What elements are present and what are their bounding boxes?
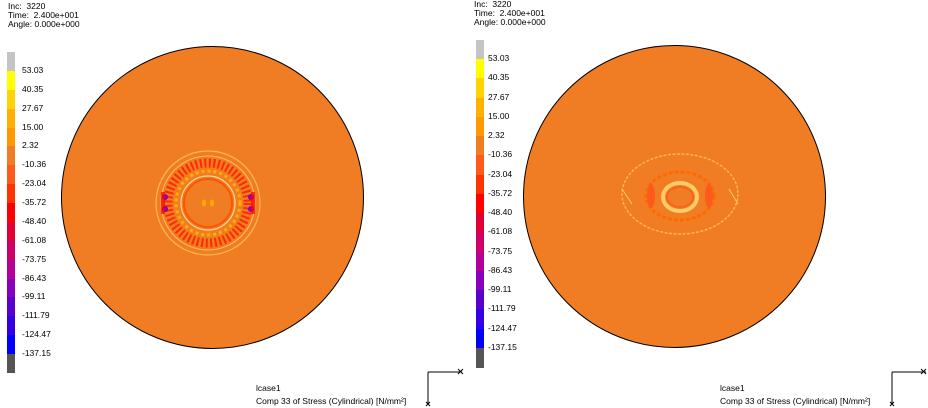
scale-band: [7, 127, 15, 147]
scale-value-label: -99.11: [22, 291, 46, 302]
load-case-label: lcase1: [720, 383, 745, 393]
scale-value-label: -23.04: [488, 168, 513, 179]
result-component-label: Comp 33 of Stress (Cylindrical) [N/mm²]: [256, 396, 407, 406]
scale-value-label: 2.32: [488, 130, 505, 141]
scale-value-label: -10.36: [488, 149, 513, 160]
scale-band: [7, 89, 15, 109]
scale-band: [476, 213, 484, 234]
increment-label: Inc: 3220: [474, 0, 512, 9]
contour-plot-right: [523, 45, 826, 348]
scale-value-label: 15.00: [488, 110, 510, 121]
scale-value-label: -86.43: [22, 272, 47, 283]
scale-band: [7, 354, 15, 374]
result-component-label: Comp 33 of Stress (Cylindrical) [N/mm²]: [720, 396, 871, 406]
scale-band: [476, 155, 484, 176]
scale-band: [476, 174, 484, 195]
scale-value-label: 40.35: [22, 83, 44, 94]
coordinate-axes-icon: [889, 368, 927, 407]
scale-value-label: 27.67: [488, 91, 510, 102]
scale-band: [476, 328, 484, 349]
scale-band: [476, 309, 484, 330]
scale-band: [476, 97, 484, 118]
scale-value-label: 15.00: [22, 121, 44, 132]
scale-band: [7, 240, 15, 260]
scale-band: [476, 78, 484, 99]
scale-value-label: 53.03: [488, 53, 510, 64]
color-scale-bar: [7, 52, 15, 374]
scale-band: [7, 297, 15, 317]
scale-band: [7, 221, 15, 241]
color-scale-bar: [476, 40, 484, 368]
scale-value-label: 27.67: [22, 102, 44, 113]
scale-band: [7, 70, 15, 90]
scale-band: [7, 52, 15, 71]
scale-band: [476, 232, 484, 253]
stress-concentration-right: [621, 153, 739, 235]
scale-band: [476, 347, 484, 368]
scale-band: [7, 316, 15, 336]
load-case-label: lcase1: [256, 383, 281, 393]
scale-band: [7, 203, 15, 223]
stress-concentration-left: [155, 150, 261, 256]
scale-band: [7, 335, 15, 355]
scale-value-label: -10.36: [22, 159, 47, 170]
viewport-left[interactable]: Inc: 3220 Time: 2.400e+001 Angle: 0.000e…: [0, 0, 464, 408]
scale-value-label: -111.79: [22, 310, 50, 321]
scale-value-label: -35.72: [488, 187, 513, 198]
scale-value-label: -61.08: [488, 226, 513, 237]
scale-band: [7, 278, 15, 298]
scale-band: [476, 116, 484, 137]
scale-value-label: -48.40: [488, 207, 513, 218]
scale-value-label: -73.75: [488, 245, 513, 256]
scale-band: [476, 270, 484, 291]
time-label: Time: 2.400e+001: [474, 8, 545, 18]
scale-value-label: 40.35: [488, 72, 510, 83]
scale-value-label: -86.43: [488, 264, 513, 275]
coordinate-axes-icon: [425, 368, 464, 407]
scale-band: [7, 165, 15, 185]
scale-band: [7, 184, 15, 204]
scale-value-label: -35.72: [22, 197, 47, 208]
scale-band: [7, 108, 15, 128]
scale-value-label: -124.47: [488, 322, 517, 333]
scale-band: [7, 259, 15, 279]
disk-outline: [61, 46, 364, 349]
scale-band: [476, 290, 484, 311]
scale-band: [476, 193, 484, 214]
scale-value-label: 53.03: [22, 64, 44, 75]
scale-band: [476, 251, 484, 272]
scale-band: [476, 59, 484, 80]
scale-band: [7, 146, 15, 166]
increment-label: Inc: 3220: [8, 1, 46, 11]
scale-value-label: 2.32: [22, 140, 39, 151]
scale-band: [476, 40, 484, 60]
scale-value-label: -99.11: [488, 284, 512, 295]
scale-value-label: -73.75: [22, 253, 47, 264]
scale-value-label: -124.47: [22, 329, 51, 340]
scale-value-label: -23.04: [22, 178, 47, 189]
angle-label: Angle: 0.000e+000: [8, 19, 80, 29]
time-label: Time: 2.400e+001: [8, 10, 79, 20]
scale-value-label: -61.08: [22, 234, 47, 245]
viewport-right[interactable]: Inc: 3220 Time: 2.400e+001 Angle: 0.000e…: [464, 0, 928, 408]
contour-plot-left: [61, 46, 364, 349]
scale-value-label: -137.15: [488, 341, 517, 352]
scale-value-label: -137.15: [22, 348, 51, 359]
scale-value-label: -111.79: [488, 303, 516, 314]
angle-label: Angle: 0.000e+000: [474, 17, 546, 27]
scale-band: [476, 136, 484, 157]
scale-value-label: -48.40: [22, 215, 47, 226]
disk-outline: [523, 45, 826, 348]
